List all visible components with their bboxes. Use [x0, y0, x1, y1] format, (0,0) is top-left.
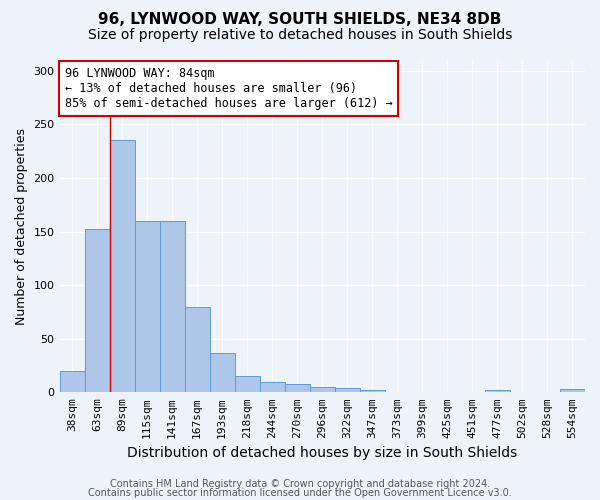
Bar	[260, 382, 285, 392]
Text: 96 LYNWOOD WAY: 84sqm
← 13% of detached houses are smaller (96)
85% of semi-deta: 96 LYNWOOD WAY: 84sqm ← 13% of detached …	[65, 66, 392, 110]
X-axis label: Distribution of detached houses by size in South Shields: Distribution of detached houses by size …	[127, 446, 517, 460]
Bar	[335, 388, 360, 392]
Bar	[209, 352, 235, 393]
Bar	[59, 371, 85, 392]
Text: Size of property relative to detached houses in South Shields: Size of property relative to detached ho…	[88, 28, 512, 42]
Bar	[110, 140, 134, 392]
Text: Contains public sector information licensed under the Open Government Licence v3: Contains public sector information licen…	[88, 488, 512, 498]
Bar	[285, 384, 310, 392]
Bar	[134, 221, 160, 392]
Bar	[160, 221, 185, 392]
Bar	[235, 376, 260, 392]
Text: Contains HM Land Registry data © Crown copyright and database right 2024.: Contains HM Land Registry data © Crown c…	[110, 479, 490, 489]
Y-axis label: Number of detached properties: Number of detached properties	[15, 128, 28, 324]
Text: 96, LYNWOOD WAY, SOUTH SHIELDS, NE34 8DB: 96, LYNWOOD WAY, SOUTH SHIELDS, NE34 8DB	[98, 12, 502, 28]
Bar	[560, 389, 585, 392]
Bar	[310, 387, 335, 392]
Bar	[185, 306, 209, 392]
Bar	[85, 230, 110, 392]
Bar	[360, 390, 385, 392]
Bar	[485, 390, 510, 392]
